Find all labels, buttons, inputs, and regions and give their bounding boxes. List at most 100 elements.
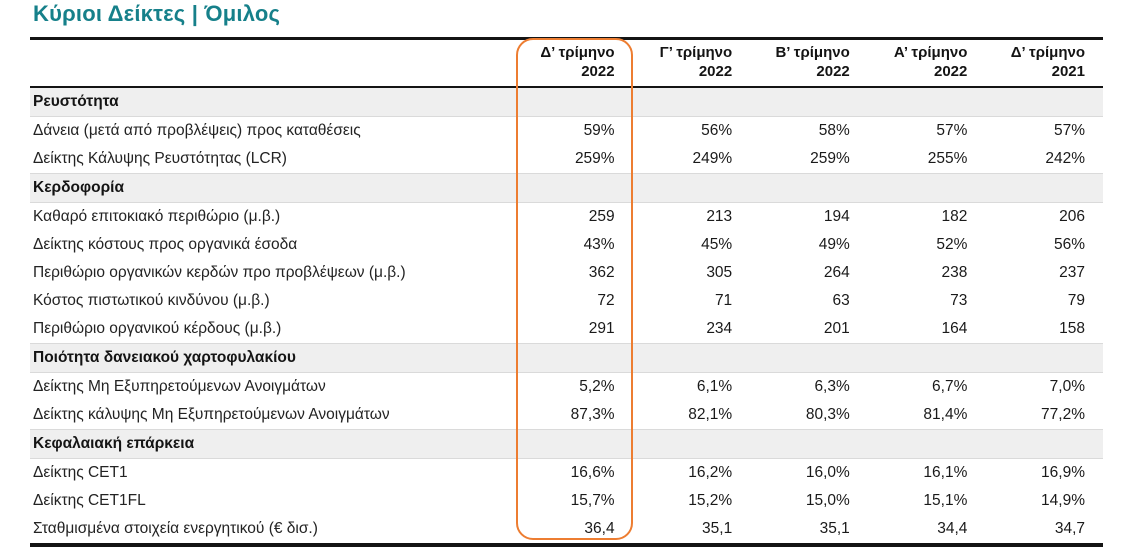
table-row: Δείκτης Μη Εξυπηρετούμενων Ανοιγμάτων 5,2… <box>30 373 1103 402</box>
metric-value: 201 <box>823 320 850 337</box>
metric-value: 305 <box>706 264 733 281</box>
metric-value: 7,0% <box>1049 378 1085 395</box>
column-header: Α’ τρίμηνο 2022 <box>867 38 986 88</box>
table-body: Ρευστότητα Δάνεια (μετά από προβλέψεις) π… <box>30 86 1103 545</box>
column-header: Δ’ τρίμηνο 2021 <box>985 38 1103 88</box>
metric-value: 77,2% <box>1041 406 1085 423</box>
table-row: Δείκτης κόστους προς οργανικά έσοδα 43% 45… <box>30 231 1103 259</box>
metric-value: 57% <box>936 122 968 139</box>
page-title: Κύριοι Δείκτες | Όμιλος <box>33 1 281 26</box>
metric-value: 80,3% <box>805 406 850 423</box>
metric-value: 81,4% <box>923 406 968 423</box>
section-header-row: Κερδοφορία <box>30 173 1103 203</box>
metric-value: 52% <box>936 236 968 253</box>
table-row: Περιθώριο οργανικού κέρδους (μ.β.) 291 234… <box>30 315 1103 344</box>
metric-value: 206 <box>1059 208 1085 225</box>
metric-value: 71 <box>714 292 733 309</box>
table-row: Καθαρό επιτοκιακό περιθώριο (μ.β.) 259 213… <box>30 203 1103 232</box>
metric-value: 72 <box>597 292 615 309</box>
metric-value: 291 <box>588 320 615 337</box>
metric-value: 73 <box>950 292 968 309</box>
metric-value: 63 <box>832 292 850 309</box>
metric-value: 255% <box>927 150 968 167</box>
table-row: Σταθμισμένα στοιχεία ενεργητικού (€ δισ.… <box>30 515 1103 545</box>
metric-value: 49% <box>818 236 850 253</box>
column-header-year: 2022 <box>816 63 850 80</box>
metric-value: 259 <box>588 208 615 225</box>
metric-value: 15,2% <box>688 492 733 509</box>
metric-label: Δείκτης CET1FL <box>33 492 146 509</box>
metric-value: 164 <box>941 320 968 337</box>
section-header-label: Κερδοφορία <box>30 173 1103 203</box>
metric-value: 59% <box>583 122 615 139</box>
indicators-table: Δ’ τρίμηνο 2022 Γ’ τρίμηνο 2022 Β’ τρίμηνο 20… <box>30 37 1103 547</box>
section-header-row: Ποιότητα δανειακού χαρτοφυλακίου <box>30 343 1103 373</box>
metric-label: Δείκτης CET1 <box>33 464 128 481</box>
column-header-period: Α’ τρίμηνο <box>893 44 968 61</box>
metric-value: 43% <box>583 236 615 253</box>
column-header-year: 2021 <box>1051 63 1085 80</box>
metric-value: 36,4 <box>584 520 615 537</box>
table-header: Δ’ τρίμηνο 2022 Γ’ τρίμηνο 2022 Β’ τρίμηνο 20… <box>30 38 1103 88</box>
metric-label: Περιθώριο οργανικού κέρδους (μ.β.) <box>33 320 282 337</box>
metric-value: 14,9% <box>1041 492 1085 509</box>
section-header-label: Κεφαλαιακή επάρκεια <box>30 429 1103 459</box>
header-row: Δ’ τρίμηνο 2022 Γ’ τρίμηνο 2022 Β’ τρίμηνο 20… <box>30 38 1103 88</box>
section-header-row: Ρευστότητα <box>30 86 1103 117</box>
metric-value: 15,7% <box>570 492 615 509</box>
metric-value: 242% <box>1045 150 1085 167</box>
metric-value: 234 <box>706 320 733 337</box>
metric-value: 35,1 <box>819 520 850 537</box>
table-row: Περιθώριο οργανικών κερδών προ προβλέψεω… <box>30 259 1103 287</box>
table-row: Δάνεια (μετά από προβλέψεις) προς καταθέ… <box>30 117 1103 146</box>
metric-value: 182 <box>941 208 968 225</box>
metric-value: 259% <box>574 150 615 167</box>
metric-value: 264 <box>823 264 850 281</box>
metric-value: 34,4 <box>937 520 968 537</box>
column-header-period: Δ’ τρίμηνο <box>1010 44 1085 61</box>
metric-value: 194 <box>823 208 850 225</box>
metric-label: Καθαρό επιτοκιακό περιθώριο (μ.β.) <box>33 208 281 225</box>
section-header-row: Κεφαλαιακή επάρκεια <box>30 429 1103 459</box>
column-header-period: Γ’ τρίμηνο <box>659 44 733 61</box>
metric-value: 362 <box>588 264 615 281</box>
metric-value: 79 <box>1067 292 1085 309</box>
table-row: Δείκτης CET1FL 15,7% 15,2% 15,0% 15,1% 14,9% <box>30 487 1103 515</box>
column-header-year: 2022 <box>698 63 733 80</box>
section-header-label: Ποιότητα δανειακού χαρτοφυλακίου <box>30 343 1103 373</box>
metric-value: 6,7% <box>932 378 968 395</box>
metric-value: 238 <box>941 264 968 281</box>
metric-label: Δείκτης κάλυψης Μη Εξυπηρετούμενων Ανοιγ… <box>33 406 390 423</box>
metric-label: Κόστος πιστωτικού κινδύνου (μ.β.) <box>33 292 270 309</box>
metric-value: 213 <box>706 208 733 225</box>
key-indicators-table: Δ’ τρίμηνο 2022 Γ’ τρίμηνο 2022 Β’ τρίμηνο 20… <box>30 37 1103 547</box>
metric-value: 15,1% <box>923 492 968 509</box>
metric-label: Δείκτης Κάλυψης Ρευστότητας (LCR) <box>33 150 287 167</box>
metric-value: 16,2% <box>688 464 733 481</box>
metric-value: 82,1% <box>688 406 733 423</box>
table-row: Δείκτης κάλυψης Μη Εξυπηρετούμενων Ανοιγ… <box>30 401 1103 430</box>
metric-value: 35,1 <box>702 520 733 537</box>
table-row: Δείκτης CET1 16,6% 16,2% 16,0% 16,1% 16,9% <box>30 459 1103 488</box>
section-header-label: Ρευστότητα <box>30 86 1103 117</box>
metric-value: 237 <box>1059 264 1085 281</box>
table-row: Κόστος πιστωτικού κινδύνου (μ.β.) 72 71 63 7… <box>30 287 1103 315</box>
column-header-year: 2022 <box>581 63 615 80</box>
metric-label: Περιθώριο οργανικών κερδών προ προβλέψεω… <box>33 264 406 281</box>
metric-value: 15,0% <box>805 492 850 509</box>
column-header-year: 2022 <box>934 63 968 80</box>
metric-value: 58% <box>818 122 850 139</box>
metric-label: Δείκτης κόστους προς οργανικά έσοδα <box>33 236 298 253</box>
metric-value: 34,7 <box>1054 520 1085 537</box>
metric-value: 57% <box>1053 122 1085 139</box>
metric-value: 16,6% <box>570 464 615 481</box>
column-header: Β’ τρίμηνο 2022 <box>750 38 868 88</box>
metric-value: 56% <box>1053 236 1085 253</box>
metric-label: Δάνεια (μετά από προβλέψεις) προς καταθέ… <box>33 122 361 139</box>
column-header: Δ’ τρίμηνο 2022 <box>515 38 633 88</box>
metric-value: 56% <box>701 122 733 139</box>
label-column-header <box>30 38 515 88</box>
metric-value: 6,1% <box>696 378 733 395</box>
metric-value: 87,3% <box>570 406 615 423</box>
